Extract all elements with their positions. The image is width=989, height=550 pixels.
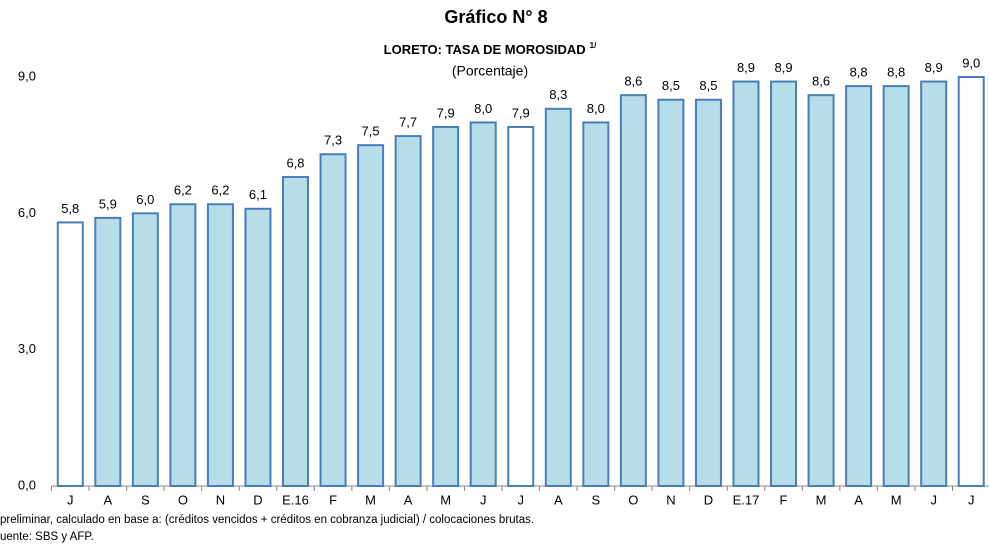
x-tick-label: M	[440, 492, 451, 507]
x-tick-label: E.16	[282, 492, 309, 507]
subtitle-note: 1/	[590, 41, 597, 50]
value-label: 8,8	[850, 65, 868, 80]
x-tick-label: F	[780, 492, 788, 507]
x-tick-label: S	[141, 492, 150, 507]
value-label: 5,8	[61, 201, 79, 216]
x-tick-label: M	[891, 492, 902, 507]
value-label: 9,0	[962, 55, 980, 70]
x-tick-label: A	[854, 492, 863, 507]
chart-title: Gráfico N° 8	[444, 7, 547, 27]
x-tick-label: A	[554, 492, 563, 507]
y-tick-label: 0,0	[18, 477, 36, 492]
bar	[469, 121, 497, 487]
bar	[394, 135, 422, 487]
bar	[206, 203, 234, 487]
bar	[694, 98, 722, 487]
chart-subtitle: LORETO: TASA DE MOROSIDAD 1/	[384, 41, 597, 57]
value-label: 8,9	[774, 60, 792, 75]
y-tick-label: 3,0	[18, 341, 36, 356]
x-tick-label: S	[591, 492, 600, 507]
value-label: 7,5	[362, 124, 380, 139]
x-tick-label: M	[816, 492, 827, 507]
bar	[507, 125, 535, 487]
value-label: 5,9	[99, 196, 117, 211]
bar	[957, 76, 985, 487]
y-tick-label: 9,0	[18, 68, 36, 83]
bar	[920, 80, 948, 488]
x-tick-label: A	[103, 492, 112, 507]
value-label: 8,9	[737, 60, 755, 75]
subtitle-text: LORETO: TASA DE MOROSIDAD	[384, 42, 586, 57]
bar	[882, 85, 910, 487]
value-label: 8,0	[474, 101, 492, 116]
x-tick-label: F	[329, 492, 337, 507]
value-label: 7,9	[437, 105, 455, 120]
value-label: 8,5	[699, 78, 717, 93]
footnote: preliminar, calculado en base a: (crédit…	[0, 514, 534, 526]
bar	[282, 175, 310, 487]
value-label: 6,2	[211, 183, 229, 198]
bar	[807, 94, 835, 488]
bar	[845, 85, 873, 487]
bar	[244, 207, 272, 488]
bar	[657, 98, 685, 487]
value-label: 7,7	[399, 115, 417, 130]
x-tick-label: O	[178, 492, 188, 507]
value-label: 8,9	[925, 60, 943, 75]
bar	[544, 107, 572, 488]
x-tick-label: J	[930, 492, 937, 507]
x-tick-label: M	[365, 492, 376, 507]
bar	[582, 121, 610, 487]
x-tick-label: J	[67, 492, 74, 507]
value-label: 8,8	[887, 65, 905, 80]
bar	[169, 203, 197, 487]
y-tick-label: 6,0	[18, 205, 36, 220]
value-label: 7,9	[512, 105, 530, 120]
bar	[94, 216, 122, 487]
x-tick-label: E.17	[733, 492, 760, 507]
x-tick-label: J	[480, 492, 487, 507]
x-tick-label: D	[704, 492, 713, 507]
x-tick-label: J	[518, 492, 525, 507]
x-tick-label: J	[968, 492, 975, 507]
footnote: uente: SBS y AFP.	[0, 531, 94, 543]
x-tick-label: A	[404, 492, 413, 507]
x-tick-label: O	[628, 492, 638, 507]
value-label: 8,6	[624, 74, 642, 89]
value-label: 7,3	[324, 133, 342, 148]
value-label: 6,8	[286, 155, 304, 170]
value-label: 8,3	[549, 87, 567, 102]
bar	[619, 94, 647, 488]
value-label: 8,6	[812, 74, 830, 89]
unit-label: (Porcentaje)	[452, 63, 528, 79]
value-label: 6,1	[249, 187, 267, 202]
bar	[319, 153, 347, 487]
value-label: 8,0	[587, 101, 605, 116]
bar	[732, 80, 760, 488]
bar	[131, 212, 159, 487]
x-tick-label: N	[666, 492, 675, 507]
x-tick-label: D	[253, 492, 262, 507]
value-label: 8,5	[662, 78, 680, 93]
bar	[56, 221, 84, 488]
bar	[357, 144, 385, 488]
x-tick-label: N	[216, 492, 225, 507]
value-label: 6,2	[174, 183, 192, 198]
bar	[770, 80, 798, 488]
bar	[432, 125, 460, 487]
value-label: 6,0	[136, 192, 154, 207]
